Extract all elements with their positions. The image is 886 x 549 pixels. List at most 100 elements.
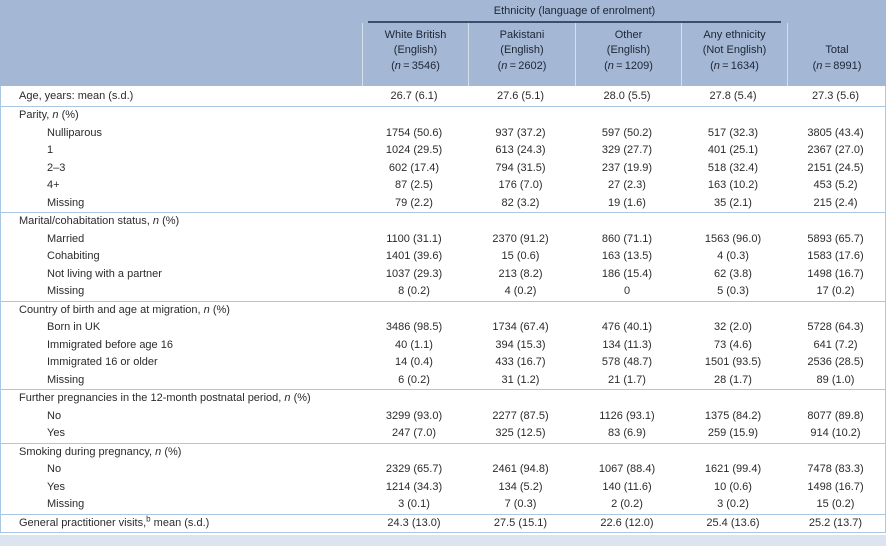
row-label: No	[47, 409, 62, 422]
cell-value: 26.7 (6.1)	[390, 90, 438, 102]
row-label: General practitioner visits,b mean (s.d.…	[19, 514, 210, 529]
row-label: 2–3	[47, 161, 66, 174]
cell-value: 613 (24.3)	[495, 144, 546, 156]
cell-value: 641 (7.2)	[813, 338, 858, 351]
row-label: Parity, n (%)	[19, 109, 79, 121]
cell-value: 213 (8.2)	[498, 267, 543, 280]
cell-value	[680, 213, 786, 231]
column-language: (English)	[500, 44, 544, 56]
table-row: 1 1024 (29.5) 613 (24.3) 329 (27.7) 401 (25.…	[1, 142, 885, 160]
column-header-any-ethnicity: Any ethnicity (Not English) (n = 1634)	[681, 23, 787, 86]
cell-value: 3 (0.2)	[717, 498, 749, 510]
cell-value: 0	[623, 285, 631, 297]
column-language: (English)	[606, 44, 651, 56]
cell-value: 31 (1.2)	[501, 373, 540, 386]
cell-value: 6 (0.2)	[398, 373, 430, 386]
cell-value: 24.3 (13.0)	[387, 516, 441, 529]
cell-value: 329 (27.7)	[601, 144, 653, 156]
cell-value: 401 (25.1)	[707, 144, 759, 156]
table-row: Missing 8 (0.2) 4 (0.2) 0 5 (0.3) 17 (0.2)	[1, 283, 885, 301]
row-label: Immigrated before age 16	[47, 338, 173, 351]
cell-value	[680, 444, 786, 462]
cell-value	[467, 302, 574, 320]
cell-value: 28.0 (5.5)	[603, 90, 651, 102]
row-label: Age, years: mean (s.d.)	[19, 90, 134, 102]
table-row: 2–3 602 (17.4) 794 (31.5) 237 (19.9) 518 (32…	[1, 160, 885, 178]
cell-value: 578 (48.7)	[601, 356, 653, 368]
cell-value: 28 (1.7)	[714, 373, 752, 386]
table-row: Immigrated 16 or older 14 (0.4) 433 (16.7)…	[1, 354, 885, 372]
row-label: Yes	[47, 427, 65, 439]
cell-value: 2151 (24.5)	[807, 161, 864, 174]
table-section-marital: Marital/cohabitation status, n (%) Marrie…	[1, 212, 885, 301]
row-label: Yes	[47, 480, 65, 493]
cell-value: 27.3 (5.6)	[811, 90, 860, 102]
cell-value: 62 (3.8)	[714, 267, 752, 280]
row-label: Further pregnancies in the 12-month post…	[19, 392, 311, 404]
table-row: No 3299 (93.0) 2277 (87.5) 1126 (93.1) 1375 …	[1, 408, 885, 426]
cell-value	[680, 390, 786, 408]
table-row: Cohabiting 1401 (39.6) 15 (0.6) 163 (13.5) 4…	[1, 248, 885, 266]
cell-value	[786, 213, 885, 231]
table-row: Yes 1214 (34.3) 134 (5.2) 140 (11.6) 10 (0.6…	[1, 479, 885, 497]
cell-value: 8077 (89.8)	[807, 409, 864, 422]
column-name: White British	[384, 29, 447, 41]
column-n: (n = 3546)	[391, 60, 440, 72]
cell-value: 32 (2.0)	[714, 321, 752, 333]
cell-value: 10 (0.6)	[714, 480, 752, 493]
cell-value: 79 (2.2)	[395, 196, 433, 209]
table-row: No 2329 (65.7) 2461 (94.8) 1067 (88.4) 1621 …	[1, 461, 885, 479]
column-header-total: Total (n = 8991)	[787, 23, 886, 86]
cell-value: 134 (5.2)	[498, 480, 543, 493]
cell-value	[361, 444, 467, 462]
cell-value: 914 (10.2)	[810, 427, 861, 439]
column-n: (n = 1634)	[710, 60, 759, 72]
table-row: Immigrated before age 16 40 (1.1) 394 (15.…	[1, 337, 885, 355]
cell-value: 83 (6.9)	[608, 427, 646, 439]
cell-value	[786, 302, 885, 320]
table-section-gp-visits: General practitioner visits,b mean (s.d.…	[1, 513, 885, 533]
cell-value	[361, 302, 467, 320]
table-section-further-pregnancies: Further pregnancies in the 12-month post…	[1, 389, 885, 443]
cell-value: 215 (2.4)	[813, 196, 858, 209]
cell-value: 140 (11.6)	[602, 480, 652, 493]
cell-value: 186 (15.4)	[601, 267, 653, 280]
cell-value: 4 (0.3)	[717, 250, 749, 262]
cell-value: 25.4 (13.6)	[706, 516, 760, 529]
cell-value: 1024 (29.5)	[385, 144, 443, 156]
column-name: Other	[614, 29, 643, 41]
table-section-parity: Parity, n (%) Nulliparous 1754 (50.6) 937 (…	[1, 106, 885, 212]
cell-value: 17 (0.2)	[816, 285, 855, 297]
cell-value: 1067 (88.4)	[598, 463, 656, 475]
cell-value: 5893 (65.7)	[807, 232, 864, 245]
table-row: Country of birth and age at migration, n…	[1, 302, 885, 320]
cell-value: 15 (0.6)	[501, 250, 540, 262]
table-row: Not living with a partner 1037 (29.3) 213 …	[1, 266, 885, 284]
column-name: Any ethnicity	[703, 29, 766, 41]
column-n-value: 3546	[411, 60, 437, 72]
cell-value: 1037 (29.3)	[385, 267, 443, 280]
cell-value: 22.6 (12.0)	[600, 516, 654, 529]
cell-value: 2329 (65.7)	[385, 463, 443, 475]
cell-value: 259 (15.9)	[707, 427, 759, 439]
cell-value	[574, 107, 680, 125]
cell-value	[680, 302, 786, 320]
cell-value: 4 (0.2)	[504, 285, 537, 297]
cell-value: 15 (0.2)	[816, 498, 855, 510]
table-section-age: Age, years: mean (s.d.) 26.7 (6.1) 27.6 (5…	[1, 86, 885, 106]
cell-value: 247 (7.0)	[391, 427, 437, 439]
cell-value: 176 (7.0)	[498, 179, 543, 191]
cell-value: 1375 (84.2)	[704, 409, 762, 422]
column-language: (English)	[393, 44, 438, 56]
row-label: Smoking during pregnancy, n (%)	[19, 445, 182, 458]
cell-value: 19 (1.6)	[608, 196, 646, 209]
row-label: Cohabiting	[47, 250, 100, 262]
cell-value: 25.2 (13.7)	[808, 516, 863, 529]
table-row: Born in UK 3486 (98.5) 1734 (67.4) 476 (40.…	[1, 319, 885, 337]
cell-value: 1100 (31.1)	[386, 232, 442, 245]
cell-value: 5 (0.3)	[717, 285, 749, 297]
cell-value: 1498 (16.7)	[807, 480, 864, 493]
cell-value: 163 (13.5)	[601, 250, 653, 262]
cell-value: 1214 (34.3)	[385, 480, 443, 493]
